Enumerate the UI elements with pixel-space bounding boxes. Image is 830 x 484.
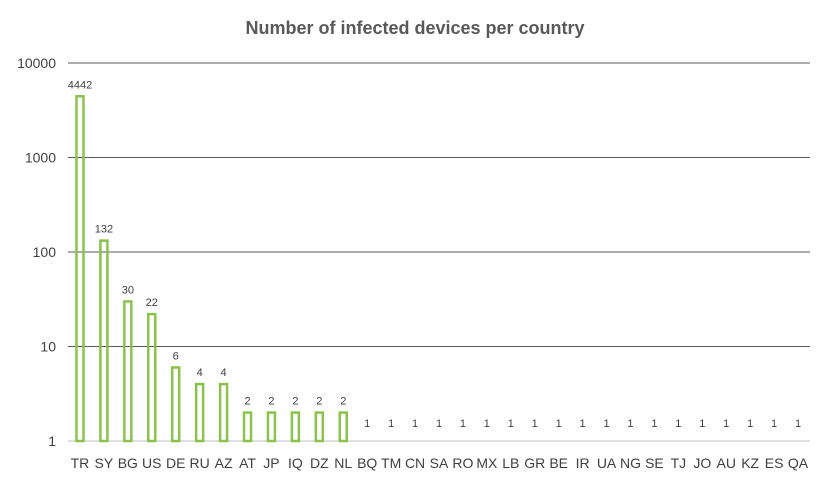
data-label-ES: 1 bbox=[771, 418, 777, 430]
data-label-NG: 1 bbox=[627, 418, 633, 430]
x-tick-label-GR: GR bbox=[524, 455, 545, 471]
x-tick-label-SY: SY bbox=[95, 455, 114, 471]
bar-SY bbox=[99, 239, 109, 443]
bar-NL bbox=[338, 411, 349, 443]
data-label-RO: 1 bbox=[460, 418, 466, 430]
data-label-AT: 2 bbox=[244, 396, 250, 408]
data-label-KZ: 1 bbox=[747, 418, 753, 430]
x-tick-label-RO: RO bbox=[452, 455, 473, 471]
x-tick-label-NL: NL bbox=[334, 455, 352, 471]
data-label-SE: 1 bbox=[651, 418, 657, 430]
bar-RU bbox=[194, 382, 205, 443]
x-tick-label-AT: AT bbox=[239, 455, 256, 471]
data-label-TM: 1 bbox=[388, 418, 394, 430]
x-tick-label-TR: TR bbox=[71, 455, 90, 471]
data-label-UA: 1 bbox=[603, 418, 609, 430]
bar-DE bbox=[170, 366, 181, 443]
data-label-GR: 1 bbox=[532, 418, 538, 430]
data-label-QA: 1 bbox=[795, 418, 801, 430]
data-label-JO: 1 bbox=[699, 418, 705, 430]
data-label-BG: 30 bbox=[122, 284, 134, 296]
x-tick-label-SE: SE bbox=[645, 455, 664, 471]
data-label-DE: 6 bbox=[173, 350, 179, 362]
x-tick-label-NG: NG bbox=[620, 455, 641, 471]
bar-AT bbox=[242, 411, 253, 443]
x-tick-label-IQ: IQ bbox=[288, 455, 303, 471]
x-tick-label-BE: BE bbox=[549, 455, 568, 471]
data-label-BE: 1 bbox=[556, 418, 562, 430]
x-tick-label-AZ: AZ bbox=[215, 455, 233, 471]
x-tick-label-DZ: DZ bbox=[310, 455, 329, 471]
bar-AZ bbox=[218, 382, 229, 443]
y-tick-label: 10000 bbox=[17, 55, 56, 71]
bar-JP bbox=[266, 411, 277, 443]
x-tick-label-BQ: BQ bbox=[357, 455, 377, 471]
y-tick-label: 100 bbox=[33, 244, 57, 260]
y-tick-label: 10 bbox=[40, 339, 56, 355]
x-tick-label-JO: JO bbox=[693, 455, 711, 471]
y-tick-label: 1 bbox=[48, 433, 56, 449]
x-tick-label-TM: TM bbox=[381, 455, 401, 471]
data-label-AU: 1 bbox=[723, 418, 729, 430]
data-label-JP: 2 bbox=[268, 396, 274, 408]
x-tick-label-BG: BG bbox=[118, 455, 138, 471]
data-label-DZ: 2 bbox=[316, 396, 322, 408]
x-tick-label-JP: JP bbox=[263, 455, 279, 471]
x-tick-label-LB: LB bbox=[502, 455, 519, 471]
bar-IQ bbox=[290, 411, 301, 443]
data-label-MX: 1 bbox=[484, 418, 490, 430]
bar-DZ bbox=[314, 411, 325, 443]
bar-US bbox=[147, 312, 157, 443]
x-tick-label-ES: ES bbox=[765, 455, 784, 471]
x-tick-label-CN: CN bbox=[405, 455, 425, 471]
bar-BG bbox=[123, 300, 133, 443]
data-label-SY: 132 bbox=[95, 224, 113, 236]
data-label-TR: 4442 bbox=[68, 79, 92, 91]
data-label-SA: 1 bbox=[436, 418, 442, 430]
data-label-US: 22 bbox=[146, 297, 158, 309]
x-tick-label-DE: DE bbox=[166, 455, 185, 471]
x-tick-label-IR: IR bbox=[576, 455, 590, 471]
data-label-CN: 1 bbox=[412, 418, 418, 430]
bar-TR bbox=[75, 95, 85, 443]
data-label-TJ: 1 bbox=[675, 418, 681, 430]
x-tick-label-RU: RU bbox=[190, 455, 210, 471]
chart-title: Number of infected devices per country bbox=[245, 18, 585, 38]
y-tick-label: 1000 bbox=[25, 150, 56, 166]
data-label-IQ: 2 bbox=[292, 396, 298, 408]
x-tick-label-US: US bbox=[142, 455, 161, 471]
data-label-LB: 1 bbox=[508, 418, 514, 430]
x-tick-label-SA: SA bbox=[430, 455, 449, 471]
x-tick-label-AU: AU bbox=[716, 455, 735, 471]
data-label-RU: 4 bbox=[197, 367, 203, 379]
data-label-BQ: 1 bbox=[364, 418, 370, 430]
x-tick-label-KZ: KZ bbox=[741, 455, 759, 471]
data-label-IR: 1 bbox=[580, 418, 586, 430]
x-tick-label-QA: QA bbox=[788, 455, 809, 471]
data-label-AZ: 4 bbox=[221, 367, 227, 379]
x-tick-label-MX: MX bbox=[476, 455, 498, 471]
data-label-NL: 2 bbox=[340, 396, 346, 408]
x-tick-label-UA: UA bbox=[597, 455, 617, 471]
x-tick-label-TJ: TJ bbox=[671, 455, 687, 471]
